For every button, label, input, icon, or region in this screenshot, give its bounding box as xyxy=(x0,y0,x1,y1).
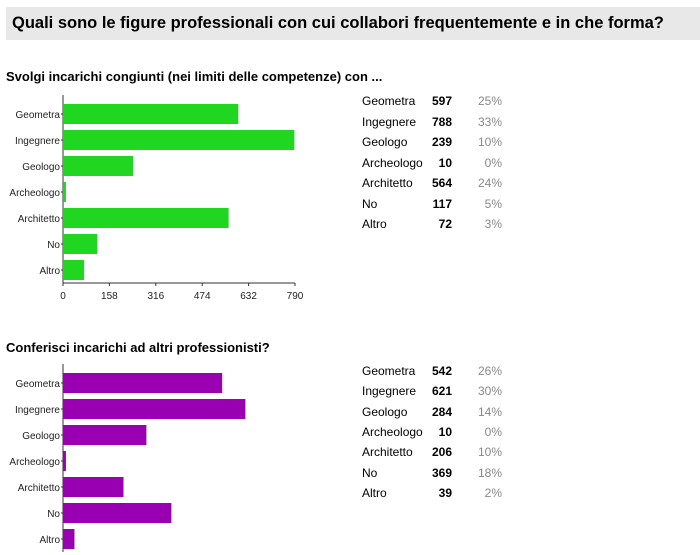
stat-count: 239 xyxy=(431,135,452,149)
chart2-bar-geometra xyxy=(63,373,223,393)
stat-row: Geometra 597 25% xyxy=(362,94,502,110)
chart2-category-label: Geologo xyxy=(22,431,60,442)
stat-percent: 24% xyxy=(477,176,502,190)
chart1-bar-geometra xyxy=(63,104,239,124)
chart2-bar-chart: Geometra Ingegnere Geologo Archeologo Archit… xyxy=(9,364,246,552)
stat-label: Architetto xyxy=(362,445,413,460)
chart1-bar-altro xyxy=(63,260,85,280)
chart1-x-tick-label: 316 xyxy=(147,291,164,302)
chart1-category-label: Geometra xyxy=(16,110,61,121)
stat-row: Geologo 284 14% xyxy=(362,405,502,421)
stat-label: Ingegnere xyxy=(362,114,417,129)
chart2-bar-architetto xyxy=(63,477,124,497)
chart2-bar-archeologo xyxy=(63,451,66,471)
stat-count: 542 xyxy=(431,364,452,378)
question-title: Quali sono le figure professionali con c… xyxy=(12,14,664,32)
stat-row: No 117 5% xyxy=(362,197,502,213)
chart2-category-label: Archeologo xyxy=(9,457,60,468)
chart2-bar-no xyxy=(63,503,172,523)
stat-label: No xyxy=(362,465,378,480)
stat-label: Architetto xyxy=(362,176,413,190)
stat-count: 10 xyxy=(438,155,452,170)
stat-percent: 25% xyxy=(477,94,502,108)
chart2-category-label: Geometra xyxy=(16,379,61,390)
stat-label: Altro xyxy=(362,217,387,231)
stat-percent: 5% xyxy=(484,196,502,211)
stat-row: Archeologo 10 0% xyxy=(362,156,502,172)
stat-row: Altro 72 3% xyxy=(362,217,502,233)
chart1-category-label: Architetto xyxy=(18,214,61,225)
chart1-bar-no xyxy=(63,234,98,254)
stat-count: 117 xyxy=(432,196,452,211)
stat-count: 10 xyxy=(438,424,452,439)
chart1-bar-ingegnere xyxy=(63,130,295,150)
stat-percent: 30% xyxy=(477,384,502,399)
chart1-category-label: Geologo xyxy=(22,162,60,173)
chart1-title: Svolgi incarichi congiunti (nei limiti d… xyxy=(6,69,383,84)
stat-percent: 3% xyxy=(484,217,502,231)
stat-row: No 369 18% xyxy=(362,466,502,482)
chart1-category-label: No xyxy=(47,240,60,251)
chart2-bar-altro xyxy=(63,529,75,549)
stat-row: Altro 39 2% xyxy=(362,486,502,502)
chart1-x-tick-label: 158 xyxy=(101,291,118,302)
chart2-title: Conferisci incarichi ad altri profession… xyxy=(6,340,270,355)
stat-count: 39 xyxy=(438,485,452,500)
chart1-bar-geologo xyxy=(63,156,134,176)
stat-count: 621 xyxy=(431,384,452,399)
stat-label: Geologo xyxy=(362,404,408,419)
stat-row: Architetto 206 10% xyxy=(362,445,502,461)
stat-percent: 0% xyxy=(484,155,502,170)
stat-percent: 10% xyxy=(477,135,502,149)
chart2-bar-ingegnere xyxy=(63,399,246,419)
stat-label: Archeologo xyxy=(362,424,423,439)
stat-count: 564 xyxy=(431,176,452,190)
stat-row: Ingegnere 788 33% xyxy=(362,115,502,131)
stat-label: Geometra xyxy=(362,364,416,378)
stat-row: Ingegnere 621 30% xyxy=(362,384,502,400)
chart1-bar-architetto xyxy=(63,208,229,228)
stat-count: 788 xyxy=(431,114,452,129)
chart2-category-label: Ingegnere xyxy=(15,405,60,416)
stat-count: 369 xyxy=(431,465,452,480)
stat-label: Archeologo xyxy=(362,155,423,170)
stat-percent: 2% xyxy=(484,485,502,500)
stat-row: Geometra 542 26% xyxy=(362,364,502,380)
chart1-bar-archeologo xyxy=(63,182,66,202)
stat-row: Archeologo 10 0% xyxy=(362,425,502,441)
chart1-x-tick-label: 790 xyxy=(287,291,304,302)
stat-label: Geologo xyxy=(362,135,408,149)
chart2-category-label: Architetto xyxy=(18,483,61,494)
stat-label: No xyxy=(362,196,378,211)
stat-row: Architetto 564 24% xyxy=(362,176,502,192)
chart1-category-label: Ingegnere xyxy=(15,136,60,147)
stat-label: Ingegnere xyxy=(362,384,417,399)
stat-percent: 18% xyxy=(477,465,502,480)
stat-percent: 26% xyxy=(477,364,502,378)
stat-count: 72 xyxy=(438,217,452,231)
stat-label: Geometra xyxy=(362,94,416,108)
chart1-category-label: Archeologo xyxy=(9,188,60,199)
stat-percent: 33% xyxy=(477,114,502,129)
chart1-category-label: Altro xyxy=(39,266,60,277)
stat-count: 597 xyxy=(431,94,452,108)
chart1-x-tick-label: 0 xyxy=(60,291,66,302)
stat-percent: 0% xyxy=(484,424,502,439)
chart2-category-label: No xyxy=(47,509,60,520)
stat-percent: 14% xyxy=(477,404,502,419)
chart2-category-label: Altro xyxy=(39,535,60,546)
chart1-x-tick-label: 632 xyxy=(240,291,257,302)
chart1-bar-chart: Geometra Ingegnere Geologo Archeologo Archit… xyxy=(9,95,304,302)
chart2-bar-geologo xyxy=(63,425,147,445)
stat-label: Altro xyxy=(362,485,387,500)
question-header: Quali sono le figure professionali con c… xyxy=(6,7,700,40)
chart1-x-tick-label: 474 xyxy=(194,291,211,302)
stat-row: Geologo 239 10% xyxy=(362,135,502,151)
stat-percent: 10% xyxy=(477,445,502,460)
stat-count: 206 xyxy=(431,445,452,460)
stat-count: 284 xyxy=(431,404,452,419)
